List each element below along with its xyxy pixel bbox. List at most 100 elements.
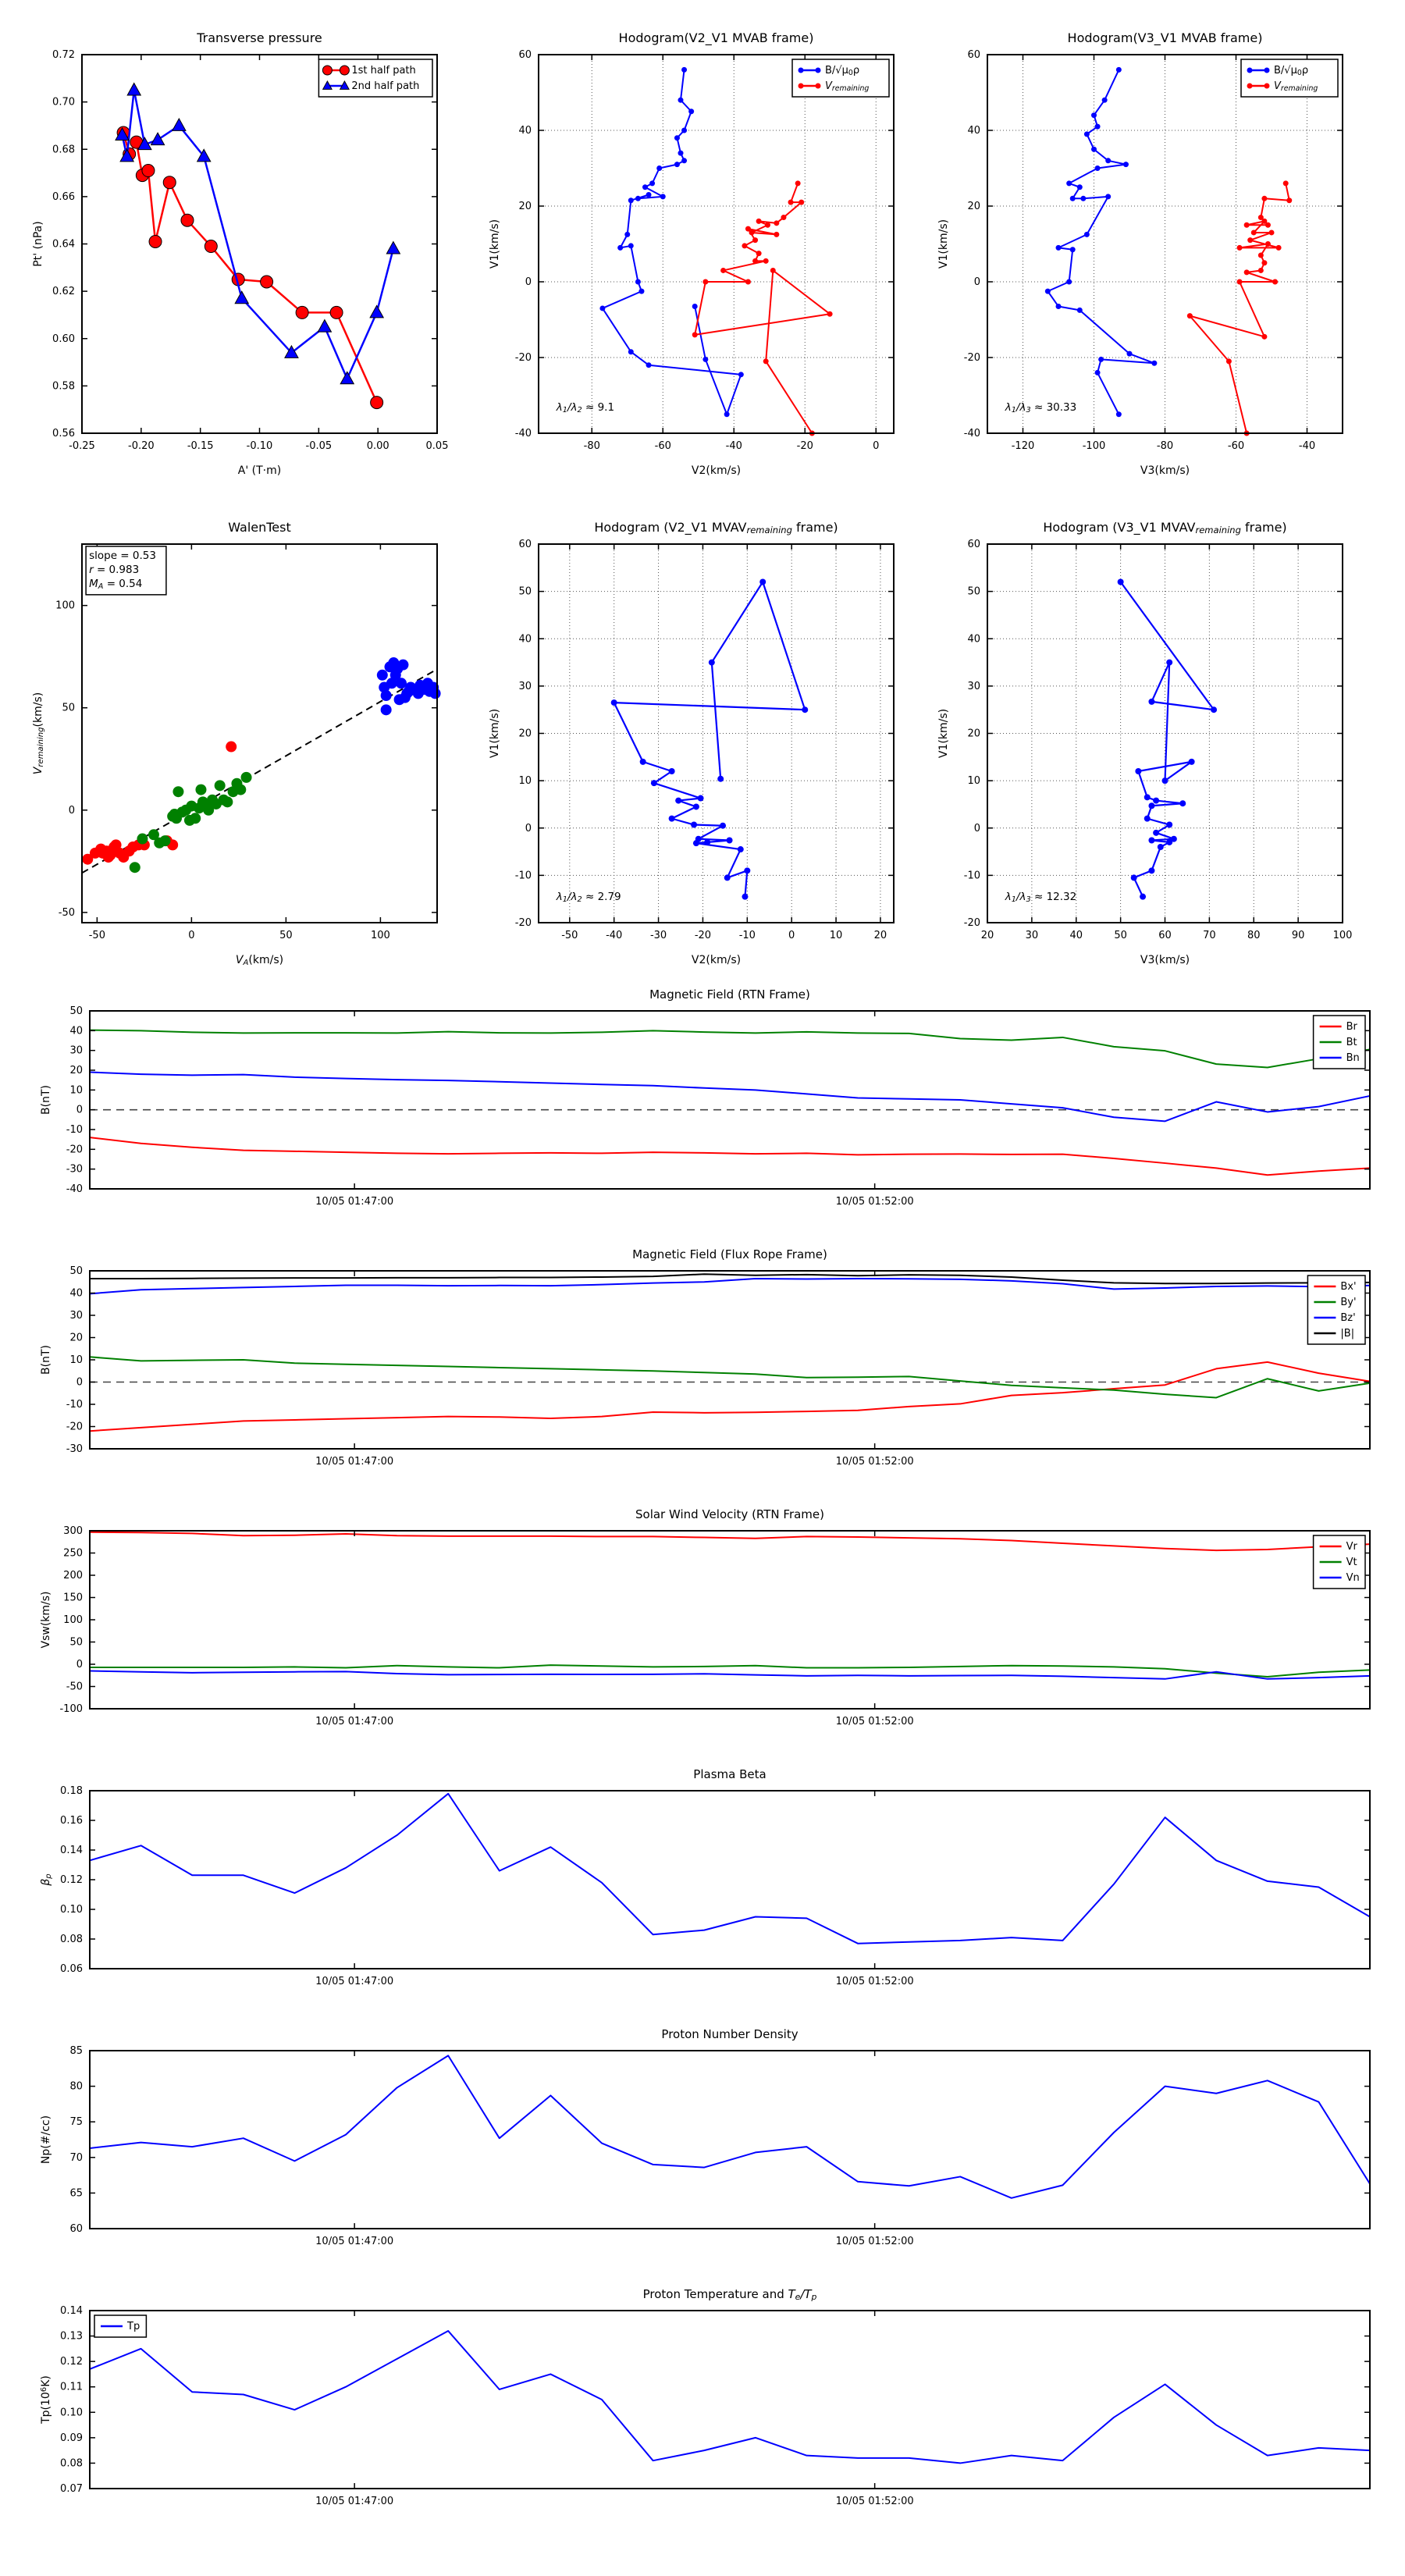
- svg-text:-40: -40: [606, 930, 622, 941]
- magnetic-field-flux-rope-plot: 10/05 01:47:00 10/05 01:52:00 -30 -20 -10 0 10…: [40, 1247, 1371, 1468]
- svg-text:20: 20: [981, 930, 994, 941]
- walen-test-plot: -50 0 50 100 -50 0 50 100 WalenTest VA(km/s) Vrema…: [32, 520, 441, 967]
- svg-text:70: 70: [1203, 930, 1216, 941]
- svg-text:|B|: |B|: [1340, 1328, 1354, 1340]
- svg-text:10: 10: [69, 1084, 83, 1096]
- svg-text:60: 60: [518, 539, 532, 550]
- svg-text:0.12: 0.12: [60, 1874, 83, 1886]
- svg-text:10/05 01:47:00: 10/05 01:47:00: [315, 2496, 393, 2507]
- svg-text:20: 20: [967, 728, 980, 740]
- svg-text:0.70: 0.70: [52, 97, 75, 109]
- svg-text:-40: -40: [1299, 440, 1315, 452]
- svg-text:Proton Temperature and Te/Tp: Proton Temperature and Te/Tp: [643, 2287, 817, 2302]
- svg-text:20: 20: [518, 728, 532, 740]
- svg-text:V2(km/s): V2(km/s): [692, 954, 741, 966]
- svg-text:50: 50: [69, 1265, 83, 1277]
- svg-text:-50: -50: [66, 1681, 83, 1693]
- svg-text:V1(km/s): V1(km/s): [937, 709, 950, 758]
- svg-text:0: 0: [525, 276, 532, 288]
- svg-text:150: 150: [63, 1592, 83, 1604]
- svg-text:Pt' (nPa): Pt' (nPa): [32, 221, 44, 266]
- svg-text:Vsw(km/s): Vsw(km/s): [40, 1591, 52, 1648]
- svg-text:30: 30: [518, 681, 532, 692]
- svg-text:-0.25: -0.25: [69, 440, 95, 452]
- svg-text:90: 90: [1292, 930, 1305, 941]
- svg-text:60: 60: [967, 539, 980, 550]
- svg-text:0.10: 0.10: [60, 2407, 83, 2418]
- svg-text:30: 30: [69, 1310, 83, 1322]
- svg-text:Bt: Bt: [1346, 1037, 1357, 1048]
- svg-text:200: 200: [63, 1570, 83, 1582]
- svg-text:Vremaining: Vremaining: [825, 80, 869, 93]
- chart-magnetic-field-flux-rope: 10/05 01:47:00 10/05 01:52:00 -30 -20 -10 0 10…: [0, 1240, 1405, 1496]
- svg-text:0.68: 0.68: [52, 144, 75, 155]
- svg-text:60: 60: [518, 49, 532, 61]
- svg-text:-100: -100: [1083, 440, 1106, 452]
- svg-text:Hodogram (V2_V1 MVAVremaining: Hodogram (V2_V1 MVAVremaining frame): [594, 520, 838, 535]
- chart-plasma-beta: 10/05 01:47:00 10/05 01:52:00 0.06 0.08 0.10…: [0, 1759, 1405, 2016]
- svg-text:10/05 01:52:00: 10/05 01:52:00: [836, 2236, 914, 2247]
- svg-text:10/05 01:52:00: 10/05 01:52:00: [836, 1456, 914, 1468]
- svg-text:10/05 01:52:00: 10/05 01:52:00: [836, 1716, 914, 1727]
- chart-hodogram-v2v1-mvav: -50 -40 -30 -20 -10 0 10 20 -20 -10 0 10 20 30 40 50 60 H…: [476, 503, 933, 981]
- svg-text:-40: -40: [964, 428, 980, 439]
- hodogram-v2v1-mvab-plot: -80 -60 -40 -20 0 -40 -20 0 20 40 60 Hodogram(V2_V1…: [489, 30, 895, 477]
- svg-text:40: 40: [518, 125, 532, 137]
- svg-text:75: 75: [69, 2116, 83, 2128]
- svg-text:By': By': [1340, 1297, 1356, 1308]
- svg-text:60: 60: [1158, 930, 1172, 941]
- svg-text:-40: -40: [515, 428, 532, 439]
- svg-text:0.60: 0.60: [52, 333, 75, 345]
- svg-text:-20: -20: [964, 917, 980, 929]
- svg-text:r = 0.983: r = 0.983: [89, 564, 139, 576]
- svg-text:V3(km/s): V3(km/s): [1140, 954, 1190, 966]
- svg-text:Transverse pressure: Transverse pressure: [196, 30, 322, 45]
- svg-text:10/05 01:47:00: 10/05 01:47:00: [315, 1196, 393, 1208]
- svg-text:250: 250: [63, 1548, 83, 1560]
- svg-text:-20: -20: [515, 352, 532, 364]
- svg-text:-0.15: -0.15: [187, 440, 214, 452]
- svg-text:V3(km/s): V3(km/s): [1140, 464, 1190, 477]
- svg-text:V1(km/s): V1(km/s): [937, 219, 950, 269]
- svg-text:Bn: Bn: [1346, 1052, 1360, 1064]
- svg-text:-0.05: -0.05: [306, 440, 333, 452]
- svg-text:0.10: 0.10: [60, 1904, 83, 1916]
- proton-number-density-plot: 10/05 01:47:00 10/05 01:52:00 60 65 70 75 80 85…: [40, 2027, 1371, 2247]
- svg-text:Tp: Tp: [126, 2321, 140, 2332]
- svg-text:Np(#/cc): Np(#/cc): [40, 2115, 52, 2164]
- svg-text:30: 30: [69, 1045, 83, 1057]
- svg-text:-30: -30: [650, 930, 667, 941]
- svg-text:0.58: 0.58: [52, 380, 75, 392]
- svg-text:20: 20: [69, 1332, 83, 1344]
- svg-text:-80: -80: [584, 440, 600, 452]
- svg-text:-50: -50: [59, 907, 75, 919]
- svg-text:0.07: 0.07: [60, 2483, 83, 2495]
- svg-text:50: 50: [967, 586, 980, 598]
- svg-text:Solar Wind Velocity (RTN Frame: Solar Wind Velocity (RTN Frame): [635, 1507, 824, 1521]
- chart-hodogram-v2v1-mvab: -80 -60 -40 -20 0 -40 -20 0 20 40 60 Hodogram(V2_V1…: [476, 14, 933, 492]
- svg-text:Vr: Vr: [1346, 1541, 1358, 1553]
- svg-text:10: 10: [518, 775, 532, 787]
- svg-text:50: 50: [69, 1637, 83, 1649]
- svg-text:10: 10: [967, 775, 980, 787]
- svg-text:B/√μ0ρ: B/√μ0ρ: [1274, 65, 1308, 77]
- svg-text:Bz': Bz': [1340, 1312, 1355, 1324]
- svg-text:0: 0: [873, 440, 879, 452]
- svg-text:70: 70: [69, 2152, 83, 2164]
- svg-text:-0.10: -0.10: [247, 440, 273, 452]
- svg-text:B/√μ0ρ: B/√μ0ρ: [825, 65, 859, 77]
- solar-wind-velocity-plot: 10/05 01:47:00 10/05 01:52:00 -100 -50 0 50 10…: [40, 1507, 1371, 1727]
- svg-text:V2(km/s): V2(km/s): [692, 464, 741, 477]
- svg-text:0.56: 0.56: [52, 428, 75, 439]
- chart-proton-number-density: 10/05 01:47:00 10/05 01:52:00 60 65 70 75 80 85…: [0, 2019, 1405, 2276]
- svg-text:50: 50: [518, 586, 532, 598]
- svg-text:-40: -40: [726, 440, 742, 452]
- svg-text:60: 60: [967, 49, 980, 61]
- svg-text:λ1/λ2 ≈ 9.1: λ1/λ2 ≈ 9.1: [556, 401, 614, 415]
- svg-text:λ1/λ3 ≈ 12.32: λ1/λ3 ≈ 12.32: [1005, 891, 1076, 904]
- svg-text:20: 20: [967, 201, 980, 212]
- svg-text:Hodogram(V2_V1 MVAB frame): Hodogram(V2_V1 MVAB frame): [619, 30, 814, 46]
- svg-text:-10: -10: [66, 1124, 83, 1136]
- svg-text:Hodogram(V3_V1 MVAB frame): Hodogram(V3_V1 MVAB frame): [1068, 30, 1263, 46]
